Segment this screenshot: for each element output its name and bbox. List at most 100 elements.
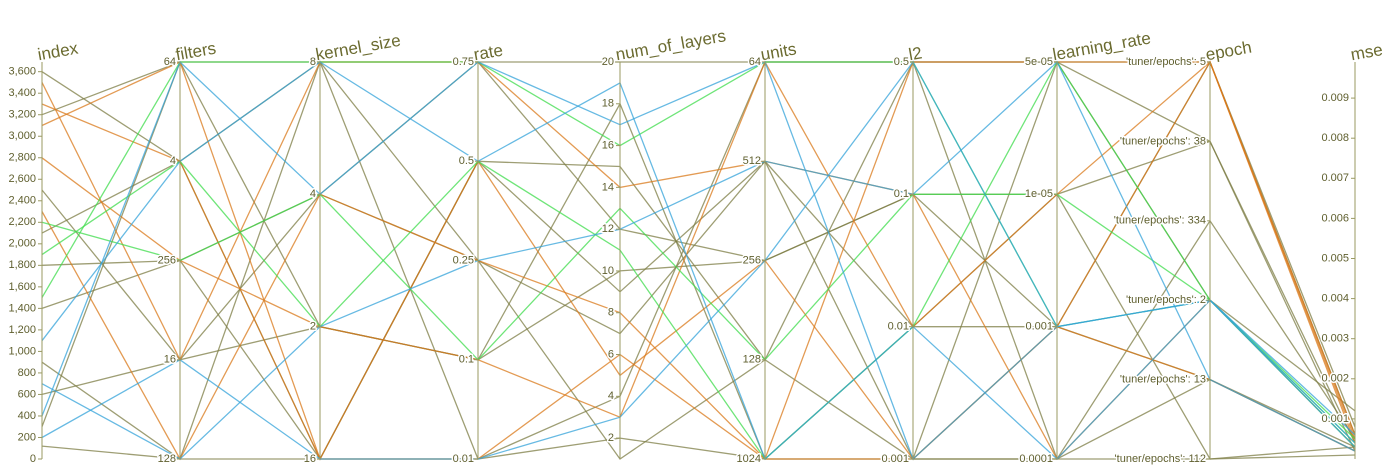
tick-label: 2 — [608, 432, 614, 444]
axis-title: kernel_size — [314, 31, 402, 65]
tick-label: 0.001 — [1321, 413, 1349, 425]
tick-label: 1,800 — [8, 259, 36, 271]
tick-label: 1024 — [737, 453, 761, 465]
tick-label: 128 — [743, 354, 761, 366]
tick-label: 0.001 — [1025, 321, 1053, 333]
tick-label: 600 — [18, 388, 36, 400]
rows — [41, 60, 1356, 461]
axis-title: index — [36, 39, 80, 65]
tick-label: 3,400 — [8, 87, 36, 99]
data-row — [41, 60, 1356, 460]
tick-label: 16 — [164, 354, 176, 366]
tick-label: 128 — [158, 453, 176, 465]
tick-label: 0.1 — [894, 188, 909, 200]
tick-label: 3,600 — [8, 66, 36, 78]
tick-label: 0.5 — [459, 155, 474, 167]
tick-label: 0.75 — [453, 56, 474, 68]
data-row — [41, 60, 1356, 436]
tick-label: 64 — [749, 56, 761, 68]
tick-label: 3,200 — [8, 109, 36, 121]
tick-label: 'tuner/epochs': 5 — [1126, 56, 1206, 68]
tick-label: 'tuner/epochs': 112 — [1115, 453, 1206, 465]
tick-label: 16 — [602, 139, 614, 151]
tick-label: 2 — [310, 321, 316, 333]
tick-label: 1,400 — [8, 302, 36, 314]
data-row — [41, 140, 1356, 444]
data-row — [41, 61, 1356, 461]
tick-label: 512 — [743, 155, 761, 167]
axis-title: num_of_layers — [614, 26, 727, 64]
tick-label: 20 — [602, 56, 614, 68]
tick-label: 800 — [18, 367, 36, 379]
data-row — [41, 60, 1356, 461]
data-row — [41, 60, 1356, 460]
tick-label: 0.01 — [888, 321, 909, 333]
tick-label: 12 — [602, 223, 614, 235]
tick-label: 2,600 — [8, 173, 36, 185]
data-row — [41, 61, 1356, 461]
tick-label: 4 — [170, 155, 176, 167]
tick-label: 2,800 — [8, 152, 36, 164]
tick-label: 6 — [608, 348, 614, 360]
data-row — [41, 60, 1356, 460]
tick-label: 0.004 — [1321, 293, 1349, 305]
tick-label: 3,000 — [8, 130, 36, 142]
tick-label: 0.1 — [459, 354, 474, 366]
tick-label: 2,200 — [8, 216, 36, 228]
data-row — [41, 193, 1356, 444]
data-row — [41, 60, 1356, 460]
tick-label: 2,000 — [8, 238, 36, 250]
tick-label: 256 — [158, 254, 176, 266]
tick-label: 256 — [743, 254, 761, 266]
data-row — [41, 60, 1356, 461]
tick-label: 0.001 — [881, 453, 909, 465]
tick-label: 5e-05 — [1025, 56, 1053, 68]
axis-title: units — [759, 39, 798, 64]
axis-title: l2 — [907, 43, 923, 64]
tick-label: 1,000 — [8, 345, 36, 357]
data-row — [41, 61, 1356, 461]
tick-label: 1,200 — [8, 324, 36, 336]
tick-label: 1e-05 — [1025, 188, 1053, 200]
tick-label: 0.008 — [1321, 132, 1349, 144]
tick-label: 0.006 — [1321, 212, 1349, 224]
tick-label: 1,600 — [8, 281, 36, 293]
tick-label: 200 — [18, 431, 36, 443]
tick-label: 16 — [304, 453, 316, 465]
tick-label: 14 — [602, 181, 614, 193]
tick-label: 400 — [18, 410, 36, 422]
tick-label: 0.25 — [453, 254, 474, 266]
tick-label: 0.01 — [453, 453, 474, 465]
tick-label: 0.5 — [894, 56, 909, 68]
tick-label: 4 — [310, 188, 316, 200]
tick-label: 0.003 — [1321, 333, 1349, 345]
axis-title: epoch — [1204, 38, 1253, 65]
tick-label: 'tuner/epochs': 2 — [1126, 294, 1206, 306]
axis-title: filters — [174, 39, 217, 65]
tick-label: 'tuner/epochs': 13 — [1120, 374, 1206, 386]
data-row — [41, 61, 1356, 461]
tick-label: 0.002 — [1321, 373, 1349, 385]
tick-label: 2,400 — [8, 195, 36, 207]
axis-title: rate — [472, 41, 504, 65]
tick-label: 8 — [310, 56, 316, 68]
tick-label: 64 — [164, 56, 176, 68]
data-row — [41, 437, 1356, 460]
tick-label: 4 — [608, 390, 614, 402]
data-row — [41, 60, 1356, 428]
data-row — [41, 103, 1356, 461]
tick-label: 0.005 — [1321, 252, 1349, 264]
tick-label: 0.0001 — [1019, 453, 1053, 465]
tick-label: 8 — [608, 307, 614, 319]
tick-label: 18 — [602, 98, 614, 110]
tick-label: 0 — [30, 453, 36, 465]
data-row — [41, 60, 1356, 460]
axis-title: mse — [1349, 40, 1384, 64]
tick-label: 0.007 — [1321, 172, 1349, 184]
tick-label: 'tuner/epochs': 334 — [1114, 215, 1206, 227]
data-row — [41, 61, 1356, 461]
tick-label: 10 — [602, 265, 614, 277]
data-row — [41, 160, 1356, 452]
tick-label: 'tuner/epochs': 38 — [1120, 135, 1206, 147]
